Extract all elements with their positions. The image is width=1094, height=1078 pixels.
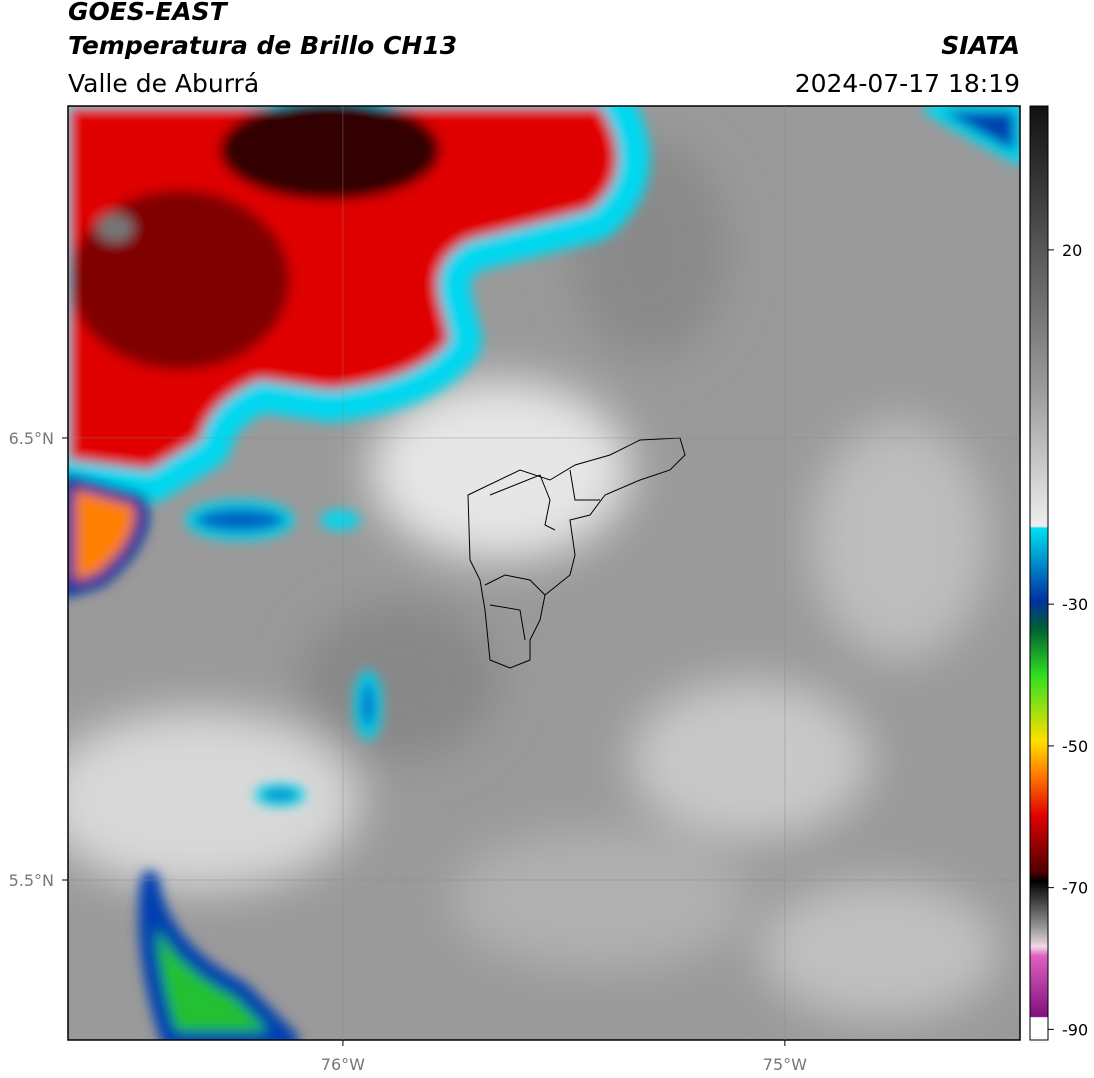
colorbar-label: 20 bbox=[1062, 241, 1082, 260]
region: Valle de Aburrá bbox=[68, 69, 259, 98]
colorbar-label: -90 bbox=[1062, 1020, 1088, 1039]
y-tick-label: 6.5°N bbox=[9, 429, 54, 448]
datetime: 2024-07-17 18:19 bbox=[795, 69, 1020, 98]
map-frame bbox=[67, 105, 1021, 1041]
source: SIATA bbox=[941, 31, 1020, 60]
colorbar bbox=[1029, 105, 1049, 1041]
y-tick-label: 5.5°N bbox=[9, 871, 54, 890]
x-tick-label: 76°W bbox=[321, 1055, 365, 1074]
title: GOES-EAST bbox=[68, 0, 229, 26]
subtitle: Temperatura de Brillo CH13 bbox=[68, 31, 457, 60]
colorbar-label: -50 bbox=[1062, 737, 1088, 756]
valley-outline bbox=[467, 437, 686, 669]
x-tick-label: 75°W bbox=[763, 1055, 807, 1074]
colorbar-label: -70 bbox=[1062, 879, 1088, 898]
colorbar-label: -30 bbox=[1062, 595, 1088, 614]
satellite-image bbox=[68, 106, 1020, 1040]
